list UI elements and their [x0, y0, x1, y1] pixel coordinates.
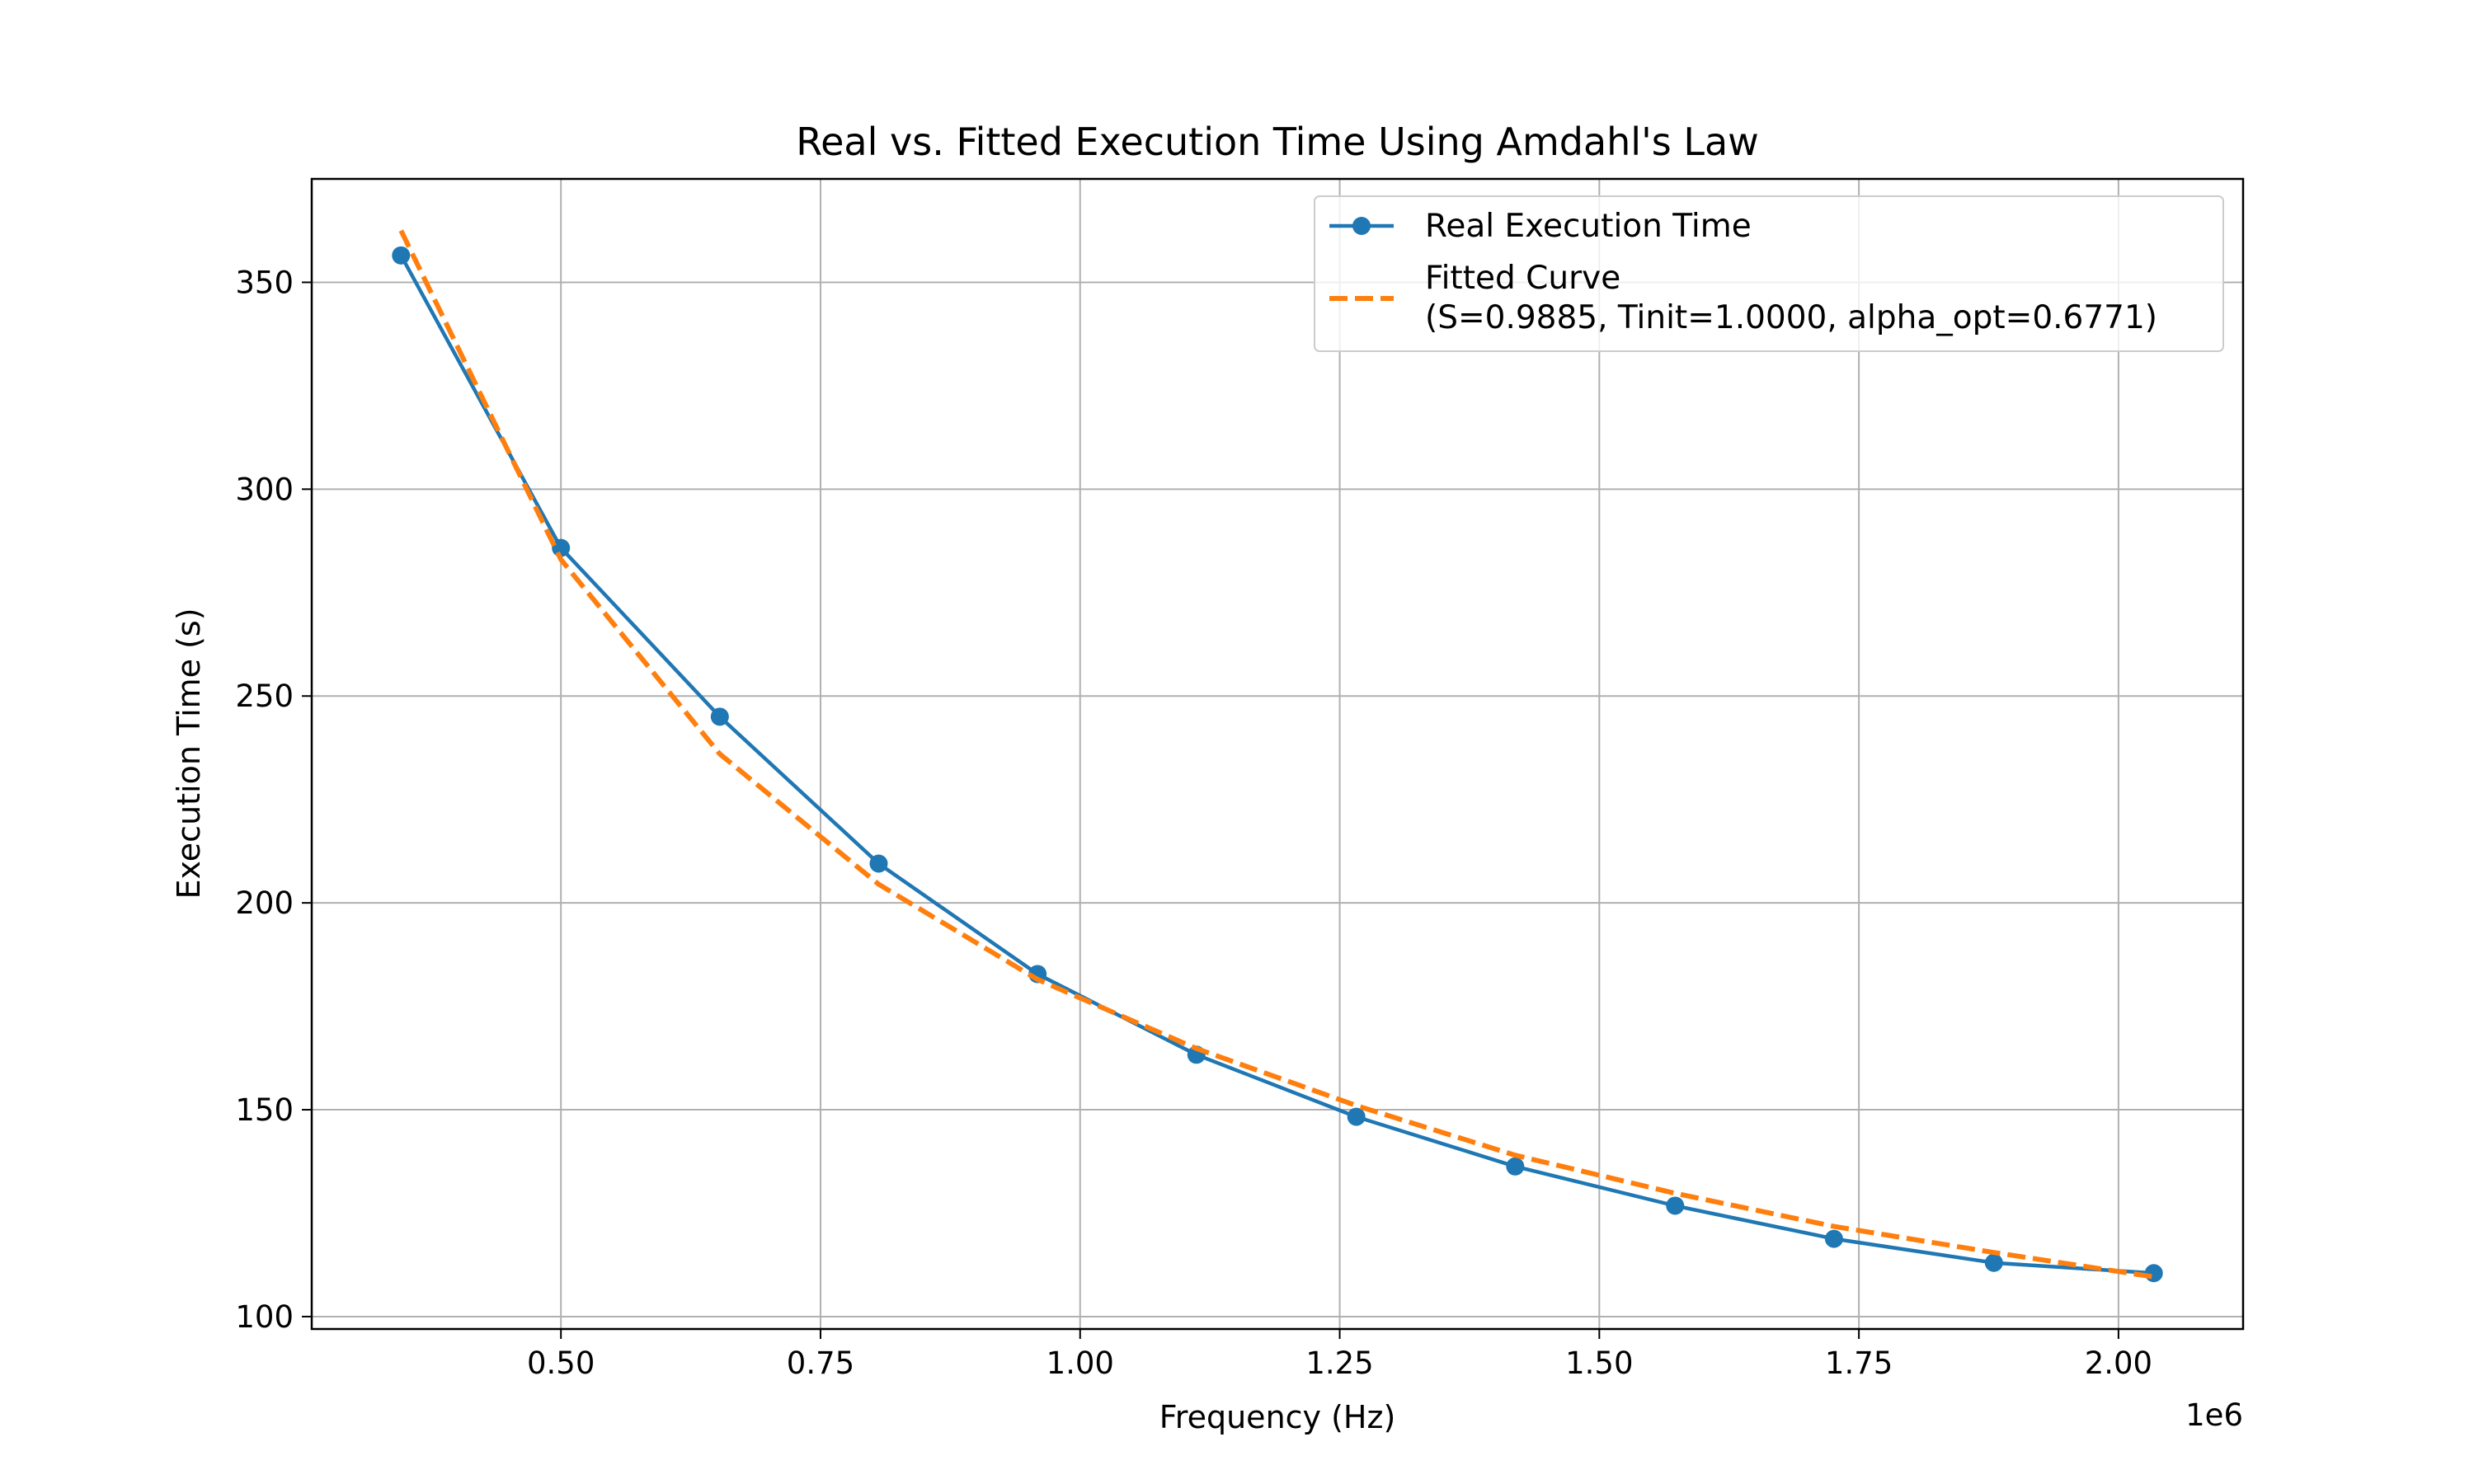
real-data-point	[552, 538, 571, 557]
plot-frame	[310, 177, 2245, 1331]
real-data-point	[1347, 1107, 1366, 1126]
real-data-point	[710, 707, 729, 726]
x-tick-label: 1.25	[1305, 1345, 1373, 1381]
series-layer	[392, 229, 2163, 1283]
y-axis-label: Execution Time (s)	[171, 608, 207, 899]
x-tick-label: 2.00	[2085, 1345, 2152, 1381]
x-tick-label: 1.50	[1565, 1345, 1633, 1381]
real-data-point	[1506, 1157, 1525, 1176]
legend-label-fitted: Fitted Curve (S=0.9885, Tinit=1.0000, alp…	[1425, 260, 2157, 336]
x-axis-offset-label: 1e6	[2185, 1397, 2243, 1433]
y-tick-label: 150	[235, 1092, 294, 1128]
x-tick-label: 1.00	[1047, 1345, 1114, 1381]
real-data-point	[1666, 1196, 1685, 1215]
real-data-point	[869, 854, 888, 873]
y-tick-label: 350	[235, 265, 294, 300]
real-data-point	[1984, 1253, 2003, 1272]
legend-real-marker-swatch	[1352, 217, 1371, 235]
x-tick-label: 1.75	[1825, 1345, 1893, 1381]
legend: Real Execution Time Fitted Curve (S=0.988…	[1314, 195, 2224, 352]
real-data-point	[2144, 1264, 2163, 1283]
series-fitted-line	[398, 229, 2155, 1280]
y-tick-label: 200	[235, 885, 294, 921]
grid	[312, 179, 2243, 1329]
axis-ticks: 0.50 0.75 1.00 1.25 1.50 1.75 2.00 100 150 200 250…	[235, 265, 2152, 1381]
legend-box	[1314, 195, 2224, 352]
legend-label-real: Real Execution Time	[1425, 208, 1752, 245]
x-tick-label: 0.50	[527, 1345, 595, 1381]
y-tick-label: 300	[235, 472, 294, 507]
y-tick-label: 100	[235, 1299, 294, 1335]
real-data-point	[1824, 1229, 1843, 1248]
chart-title: Real vs. Fitted Execution Time Using Amd…	[796, 120, 1759, 164]
y-tick-label: 250	[235, 679, 294, 714]
series-real-line	[399, 254, 2154, 1275]
x-axis-label: Frequency (Hz)	[1159, 1399, 1396, 1435]
real-data-point	[392, 246, 411, 265]
x-tick-label: 0.75	[787, 1345, 854, 1381]
